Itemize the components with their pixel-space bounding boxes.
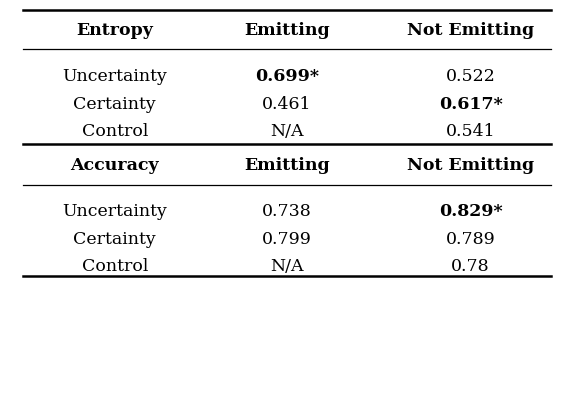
Text: Uncertainty: Uncertainty [63,203,167,219]
Text: 0.541: 0.541 [446,123,495,140]
Text: 0.699*: 0.699* [255,68,319,85]
Text: N/A: N/A [270,258,304,275]
Text: Not Emitting: Not Emitting [407,157,534,174]
Text: 0.522: 0.522 [446,68,495,85]
Text: Certainty: Certainty [73,96,156,113]
Text: 0.461: 0.461 [262,96,312,113]
Text: Not Emitting: Not Emitting [407,22,534,39]
Text: 0.829*: 0.829* [439,203,502,219]
Text: 0.799: 0.799 [262,231,312,247]
Text: Emitting: Emitting [244,22,330,39]
Text: N/A: N/A [270,123,304,140]
Text: 0.78: 0.78 [451,258,490,275]
Text: Control: Control [82,123,148,140]
Text: 0.738: 0.738 [262,203,312,219]
Text: Control: Control [82,258,148,275]
Text: 0.789: 0.789 [446,231,495,247]
Text: Accuracy: Accuracy [71,157,159,174]
Text: Uncertainty: Uncertainty [63,68,167,85]
Text: 0.617*: 0.617* [439,96,503,113]
Text: Entropy: Entropy [76,22,153,39]
Text: Emitting: Emitting [244,157,330,174]
Text: Certainty: Certainty [73,231,156,247]
